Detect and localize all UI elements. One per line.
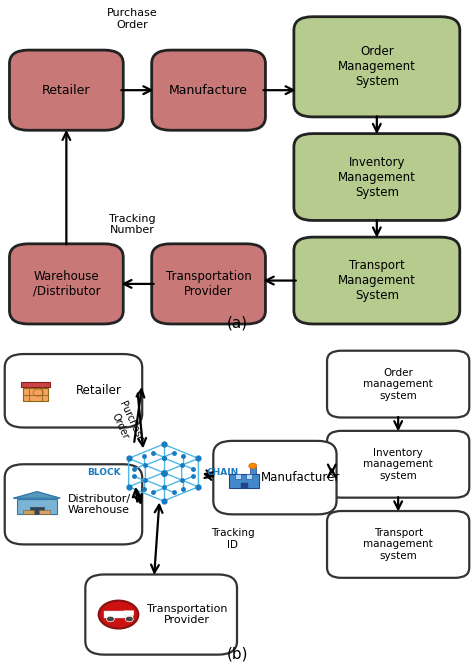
FancyBboxPatch shape [124, 611, 134, 615]
Text: BLOCK: BLOCK [87, 468, 121, 477]
Text: Purchase
Order: Purchase Order [107, 9, 158, 30]
Polygon shape [14, 492, 60, 498]
FancyBboxPatch shape [5, 354, 142, 428]
FancyBboxPatch shape [9, 50, 123, 130]
FancyBboxPatch shape [23, 510, 34, 514]
Text: Manufacture: Manufacture [169, 84, 248, 97]
Text: Transportation
Provider: Transportation Provider [146, 604, 227, 625]
Text: Purchase
Order: Purchase Order [106, 399, 145, 449]
FancyBboxPatch shape [294, 134, 460, 220]
Text: Transport
Management
System: Transport Management System [338, 259, 416, 302]
Text: CHAIN: CHAIN [206, 468, 238, 477]
Text: Tracking
Number: Tracking Number [109, 214, 156, 236]
FancyBboxPatch shape [327, 431, 469, 498]
FancyBboxPatch shape [240, 483, 248, 488]
Text: (b): (b) [226, 647, 248, 661]
FancyBboxPatch shape [30, 507, 44, 514]
FancyBboxPatch shape [5, 464, 142, 544]
FancyBboxPatch shape [152, 244, 265, 324]
Text: Inventory
management
system: Inventory management system [363, 448, 433, 481]
FancyBboxPatch shape [104, 611, 133, 619]
Circle shape [125, 616, 133, 622]
Text: Manufacturer: Manufacturer [261, 471, 340, 484]
Text: Warehouse
/Distributor: Warehouse /Distributor [33, 270, 100, 298]
Text: Transportation
Provider: Transportation Provider [166, 270, 251, 298]
FancyBboxPatch shape [17, 499, 57, 514]
Text: Retailer: Retailer [42, 84, 91, 97]
FancyBboxPatch shape [294, 17, 460, 117]
FancyBboxPatch shape [235, 474, 241, 479]
FancyBboxPatch shape [21, 381, 50, 387]
FancyBboxPatch shape [327, 351, 469, 418]
Text: (a): (a) [227, 316, 247, 331]
FancyBboxPatch shape [327, 511, 469, 578]
Circle shape [99, 601, 138, 629]
FancyBboxPatch shape [9, 244, 123, 324]
FancyBboxPatch shape [23, 388, 48, 401]
Circle shape [107, 616, 114, 622]
Text: Tracking
ID: Tracking ID [211, 528, 255, 550]
Text: Retailer: Retailer [76, 384, 122, 397]
Text: Order
management
system: Order management system [363, 367, 433, 401]
FancyBboxPatch shape [246, 474, 252, 479]
Text: Order
Management
System: Order Management System [338, 45, 416, 88]
FancyBboxPatch shape [85, 574, 237, 655]
Text: Inventory
Management
System: Inventory Management System [338, 156, 416, 198]
Circle shape [33, 389, 43, 396]
Circle shape [249, 463, 257, 469]
FancyBboxPatch shape [39, 510, 50, 514]
FancyBboxPatch shape [213, 441, 337, 514]
FancyBboxPatch shape [249, 467, 256, 474]
Text: Distributor/
Warehouse: Distributor/ Warehouse [67, 494, 131, 515]
FancyBboxPatch shape [229, 474, 259, 488]
FancyBboxPatch shape [152, 50, 265, 130]
Text: Transport
management
system: Transport management system [363, 528, 433, 561]
FancyBboxPatch shape [294, 237, 460, 324]
